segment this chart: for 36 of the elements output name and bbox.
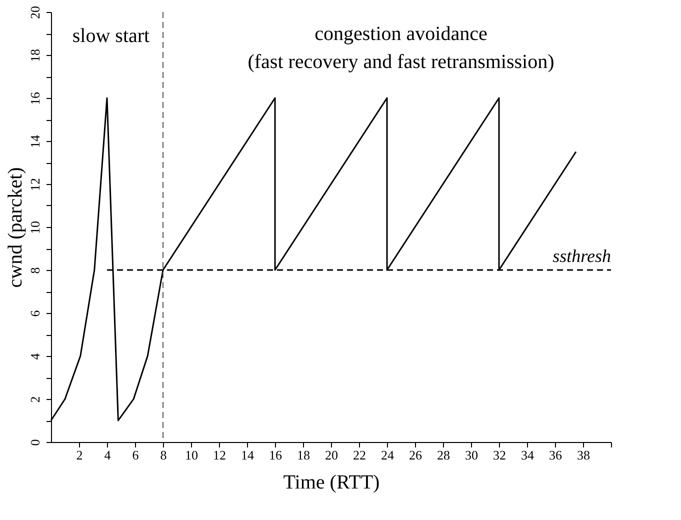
x-tick-label: 36	[549, 448, 562, 462]
x-tick-label: 2	[76, 448, 83, 462]
y-tick-label: 0	[28, 439, 42, 446]
x-tick-label: 10	[185, 448, 198, 462]
y-tick-label: 8	[28, 267, 42, 274]
annotation: (fast recovery and fast retransmission)	[248, 51, 554, 73]
x-tick-label: 22	[353, 448, 366, 462]
x-tick-label: 6	[132, 448, 140, 462]
x-tick-label: 28	[437, 448, 450, 462]
y-tick-label: 10	[28, 221, 42, 234]
x-tick-label: 38	[577, 448, 590, 462]
x-tick-label: 16	[269, 448, 282, 462]
x-tick-label: 4	[104, 448, 112, 462]
y-tick-label: 14	[28, 134, 42, 148]
x-tick-label: 26	[409, 448, 422, 462]
x-tick-label: 12	[213, 448, 226, 462]
y-tick-label: 4	[28, 352, 42, 360]
y-tick-label: 18	[28, 49, 42, 62]
x-tick-label: 18	[297, 448, 310, 462]
x-tick-label: 34	[521, 448, 534, 462]
y-tick-label: 2	[28, 396, 42, 403]
x-tick-label: 32	[493, 448, 506, 462]
series-label: ssthresh	[552, 246, 611, 266]
x-tick-label: 8	[160, 448, 167, 462]
y-tick-label: 6	[28, 310, 42, 317]
x-tick-label: 24	[381, 448, 394, 462]
y-tick-label: 12	[28, 178, 42, 191]
y-tick-label: 16	[28, 92, 42, 105]
x-tick-label: 14	[241, 448, 254, 462]
annotation: slow start	[72, 25, 150, 47]
x-axis-title: Time (RTT)	[283, 472, 380, 494]
x-tick-label: 30	[465, 448, 478, 462]
x-tick-label: 20	[325, 448, 338, 462]
annotation: congestion avoidance	[314, 23, 488, 45]
y-axis-title: cwnd (parcket)	[4, 167, 26, 288]
y-tick-label: 20	[28, 6, 42, 19]
